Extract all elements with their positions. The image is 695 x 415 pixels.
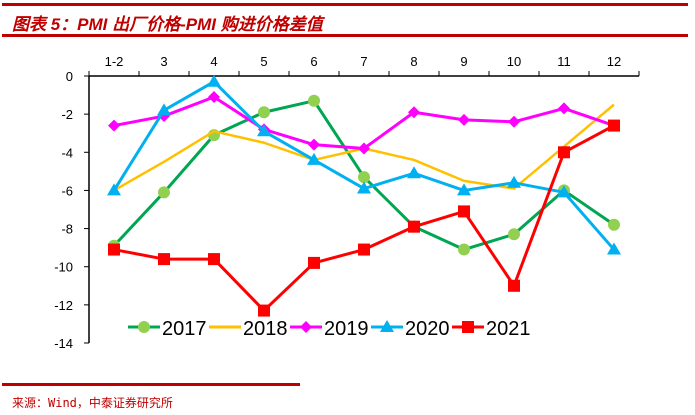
data-point-2019 [108, 119, 120, 132]
data-point-2020 [357, 181, 371, 194]
data-point-2021 [308, 256, 320, 269]
legend-label-2019: 2019 [324, 318, 369, 340]
data-point-2020 [507, 175, 521, 188]
legend-label-2021: 2021 [486, 318, 531, 340]
y-tick-label: -6 [61, 183, 73, 198]
x-tick-label: 9 [460, 54, 467, 69]
y-tick-label: 0 [66, 69, 73, 84]
y-tick-label: -2 [61, 107, 73, 122]
x-tick-label: 7 [360, 54, 367, 69]
chart-title: 图表 5：PMI 出厂价格-PMI 购进价格差值 [12, 15, 323, 34]
x-tick-label: 4 [210, 54, 217, 69]
x-tick-label: 8 [410, 54, 417, 69]
y-tick-label: -4 [61, 145, 73, 160]
data-point-2020 [607, 242, 621, 255]
data-point-2017 [158, 186, 170, 199]
data-point-2020 [407, 166, 421, 179]
data-point-2019 [458, 113, 470, 126]
data-point-2020 [157, 103, 171, 116]
data-point-2017 [458, 243, 470, 256]
data-point-2021 [608, 119, 620, 132]
y-tick-label: -14 [54, 336, 73, 351]
data-point-2020 [557, 185, 571, 198]
title-bar: 图表 5：PMI 出厂价格-PMI 购进价格差值 [2, 3, 688, 37]
data-point-2019 [558, 102, 570, 115]
x-tick-label: 3 [160, 54, 167, 69]
legend-marker-2021 [462, 321, 474, 333]
legend-marker-2020 [380, 320, 394, 332]
data-point-2017 [508, 228, 520, 241]
y-tick-label: -10 [54, 260, 73, 275]
source-note: 来源：Wind，中泰证券研究所 [12, 396, 173, 410]
line-chart: 1-2 3 4 5 6 7 8 9 10 11 12 0 -2 -4 -6 -8 -10 -12 -14 2017 20… [54, 54, 640, 351]
data-point-2021 [108, 243, 120, 256]
data-point-2020 [257, 124, 271, 137]
data-point-2021 [458, 205, 470, 218]
data-point-2019 [208, 90, 220, 103]
data-point-2019 [308, 138, 320, 151]
data-point-2020 [207, 74, 221, 87]
data-point-2017 [358, 171, 370, 184]
data-point-2021 [158, 253, 170, 266]
legend-label-2020: 2020 [405, 318, 450, 340]
data-point-2021 [558, 146, 570, 159]
data-point-2021 [358, 243, 370, 256]
x-tick-label: 12 [607, 54, 621, 69]
data-point-2020 [457, 183, 471, 196]
data-point-2020 [107, 183, 121, 196]
x-tick-label: 11 [557, 54, 571, 69]
x-tick-label: 5 [260, 54, 267, 69]
data-point-2021 [408, 220, 420, 233]
data-point-2019 [408, 106, 420, 119]
legend-marker-2019 [300, 321, 312, 333]
legend-marker-2017 [138, 321, 150, 333]
y-tick-label: -12 [54, 298, 73, 313]
data-point-2017 [608, 218, 620, 231]
data-point-2019 [358, 142, 370, 155]
legend-label-2018: 2018 [243, 318, 288, 340]
legend-label-2017: 2017 [162, 318, 207, 340]
source-divider [2, 383, 300, 386]
data-point-2021 [508, 279, 520, 292]
data-point-2017 [308, 94, 320, 107]
data-point-2021 [208, 253, 220, 266]
data-point-2019 [508, 115, 520, 128]
x-tick-label: 6 [310, 54, 317, 69]
data-point-2021 [258, 304, 270, 317]
data-point-2020 [307, 152, 321, 165]
y-tick-label: -8 [61, 222, 73, 237]
x-tick-label: 1-2 [105, 54, 124, 69]
x-tick-label: 10 [507, 54, 521, 69]
series-line-2019 [113, 95, 615, 150]
data-point-2017 [258, 106, 270, 119]
